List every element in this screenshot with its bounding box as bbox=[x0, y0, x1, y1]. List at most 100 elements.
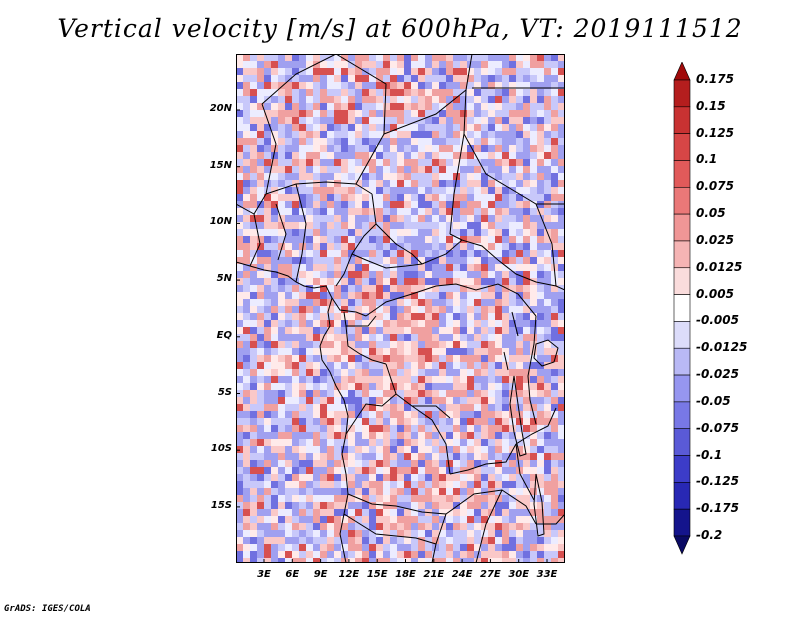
velocity-cell bbox=[474, 481, 482, 489]
velocity-cell bbox=[551, 502, 559, 510]
velocity-cell bbox=[348, 362, 356, 370]
velocity-cell bbox=[425, 166, 433, 174]
velocity-cell bbox=[404, 383, 412, 391]
velocity-cell bbox=[495, 390, 503, 398]
velocity-cell bbox=[397, 523, 405, 531]
lon-tick-label: 12E bbox=[338, 569, 360, 580]
velocity-cell bbox=[278, 117, 286, 125]
velocity-cell bbox=[257, 320, 265, 328]
velocity-cell bbox=[474, 320, 482, 328]
velocity-cell bbox=[474, 243, 482, 251]
velocity-cell bbox=[453, 313, 461, 321]
velocity-cell bbox=[369, 341, 377, 349]
velocity-cell bbox=[530, 390, 538, 398]
velocity-cell bbox=[264, 509, 272, 517]
velocity-cell bbox=[383, 131, 391, 139]
velocity-cell bbox=[369, 446, 377, 454]
velocity-cell bbox=[383, 558, 391, 563]
velocity-cell bbox=[292, 229, 300, 237]
velocity-cell bbox=[544, 110, 552, 118]
velocity-cell bbox=[257, 194, 265, 202]
velocity-cell bbox=[306, 313, 314, 321]
velocity-cell bbox=[446, 509, 454, 517]
velocity-cell bbox=[530, 278, 538, 286]
velocity-cell bbox=[467, 243, 475, 251]
velocity-cell bbox=[271, 271, 279, 279]
velocity-cell bbox=[495, 166, 503, 174]
velocity-cell bbox=[383, 208, 391, 216]
velocity-cell bbox=[257, 173, 265, 181]
velocity-cell bbox=[362, 194, 370, 202]
velocity-cell bbox=[257, 425, 265, 433]
velocity-cell bbox=[530, 236, 538, 244]
velocity-cell bbox=[278, 348, 286, 356]
velocity-cell bbox=[537, 103, 545, 111]
velocity-cell bbox=[362, 131, 370, 139]
colorbar-swatch bbox=[673, 213, 691, 242]
velocity-cell bbox=[432, 481, 440, 489]
velocity-cell bbox=[516, 320, 524, 328]
velocity-cell bbox=[271, 509, 279, 517]
velocity-cell bbox=[544, 404, 552, 412]
lon-tick-label: 18E bbox=[395, 569, 416, 580]
velocity-cell bbox=[250, 159, 258, 167]
velocity-cell bbox=[369, 530, 377, 538]
velocity-cell bbox=[320, 299, 328, 307]
velocity-cell bbox=[320, 523, 328, 531]
velocity-cell bbox=[509, 474, 517, 482]
velocity-cell bbox=[355, 152, 363, 160]
velocity-cell bbox=[236, 89, 244, 97]
velocity-cell bbox=[509, 516, 517, 524]
velocity-cell bbox=[516, 425, 524, 433]
velocity-cell bbox=[264, 138, 272, 146]
velocity-cell bbox=[341, 187, 349, 195]
velocity-cell bbox=[481, 376, 489, 384]
velocity-cell bbox=[278, 418, 286, 426]
velocity-cell bbox=[439, 194, 447, 202]
velocity-cell bbox=[551, 530, 559, 538]
velocity-cell bbox=[530, 551, 538, 559]
velocity-cell bbox=[411, 194, 419, 202]
velocity-cell bbox=[313, 145, 321, 153]
velocity-cell bbox=[264, 348, 272, 356]
velocity-cell bbox=[467, 369, 475, 377]
velocity-cell bbox=[348, 285, 356, 293]
velocity-cell bbox=[327, 418, 335, 426]
velocity-cell bbox=[306, 89, 314, 97]
velocity-cell bbox=[551, 208, 559, 216]
velocity-cell bbox=[544, 509, 552, 517]
velocity-cell bbox=[292, 257, 300, 265]
velocity-cell bbox=[341, 75, 349, 83]
velocity-cell bbox=[418, 348, 426, 356]
velocity-cell bbox=[383, 271, 391, 279]
velocity-cell bbox=[530, 481, 538, 489]
velocity-cell bbox=[362, 558, 370, 563]
velocity-cell bbox=[446, 411, 454, 419]
velocity-cell bbox=[334, 243, 342, 251]
velocity-cell bbox=[397, 376, 405, 384]
velocity-cell bbox=[299, 551, 307, 559]
velocity-cell bbox=[243, 54, 251, 62]
velocity-cell bbox=[453, 306, 461, 314]
velocity-cell bbox=[292, 96, 300, 104]
velocity-cell bbox=[341, 145, 349, 153]
velocity-cell bbox=[236, 376, 244, 384]
velocity-cell bbox=[313, 432, 321, 440]
velocity-cell bbox=[425, 68, 433, 76]
velocity-cell bbox=[383, 278, 391, 286]
velocity-cell bbox=[523, 173, 531, 181]
velocity-cell bbox=[439, 313, 447, 321]
velocity-cell bbox=[320, 229, 328, 237]
velocity-cell bbox=[271, 75, 279, 83]
velocity-cell bbox=[250, 75, 258, 83]
velocity-cell bbox=[292, 243, 300, 251]
velocity-cell bbox=[523, 306, 531, 314]
velocity-cell bbox=[411, 145, 419, 153]
velocity-cell bbox=[334, 124, 342, 132]
velocity-cell bbox=[467, 425, 475, 433]
velocity-cell bbox=[558, 82, 565, 90]
velocity-cell bbox=[397, 145, 405, 153]
velocity-cell bbox=[306, 152, 314, 160]
velocity-cell bbox=[348, 96, 356, 104]
velocity-cell bbox=[411, 523, 419, 531]
